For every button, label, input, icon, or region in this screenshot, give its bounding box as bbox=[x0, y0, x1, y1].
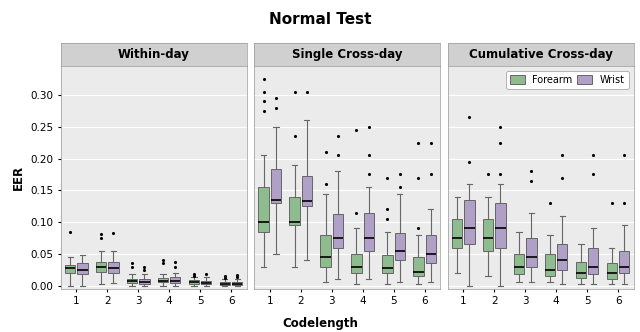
Text: Single Cross-day: Single Cross-day bbox=[292, 48, 403, 61]
PathPatch shape bbox=[140, 279, 150, 284]
PathPatch shape bbox=[259, 187, 269, 232]
PathPatch shape bbox=[364, 212, 374, 251]
PathPatch shape bbox=[426, 235, 436, 263]
PathPatch shape bbox=[321, 235, 331, 267]
PathPatch shape bbox=[545, 254, 555, 276]
PathPatch shape bbox=[395, 233, 405, 260]
PathPatch shape bbox=[271, 169, 281, 203]
PathPatch shape bbox=[96, 262, 106, 272]
Text: Codelength: Codelength bbox=[282, 317, 358, 330]
PathPatch shape bbox=[452, 219, 462, 248]
PathPatch shape bbox=[65, 265, 76, 273]
PathPatch shape bbox=[170, 278, 180, 283]
PathPatch shape bbox=[495, 203, 506, 248]
PathPatch shape bbox=[127, 279, 137, 283]
PathPatch shape bbox=[607, 263, 617, 279]
PathPatch shape bbox=[289, 197, 300, 225]
PathPatch shape bbox=[189, 280, 199, 285]
PathPatch shape bbox=[220, 282, 230, 285]
PathPatch shape bbox=[619, 251, 629, 273]
Legend: Forearm, Wrist: Forearm, Wrist bbox=[506, 71, 628, 89]
PathPatch shape bbox=[576, 262, 586, 278]
PathPatch shape bbox=[557, 244, 568, 270]
PathPatch shape bbox=[158, 278, 168, 283]
Y-axis label: EER: EER bbox=[12, 165, 24, 190]
PathPatch shape bbox=[588, 248, 598, 274]
PathPatch shape bbox=[526, 238, 536, 267]
PathPatch shape bbox=[232, 282, 243, 285]
PathPatch shape bbox=[333, 214, 343, 248]
Text: Normal Test: Normal Test bbox=[269, 12, 371, 27]
PathPatch shape bbox=[465, 200, 475, 244]
PathPatch shape bbox=[514, 254, 524, 274]
Text: Cumulative Cross-day: Cumulative Cross-day bbox=[468, 48, 612, 61]
PathPatch shape bbox=[108, 262, 118, 273]
PathPatch shape bbox=[201, 281, 211, 285]
PathPatch shape bbox=[382, 255, 392, 273]
PathPatch shape bbox=[413, 257, 424, 276]
PathPatch shape bbox=[351, 254, 362, 273]
PathPatch shape bbox=[483, 219, 493, 251]
Text: Within-day: Within-day bbox=[118, 48, 189, 61]
PathPatch shape bbox=[77, 263, 88, 274]
PathPatch shape bbox=[302, 176, 312, 206]
